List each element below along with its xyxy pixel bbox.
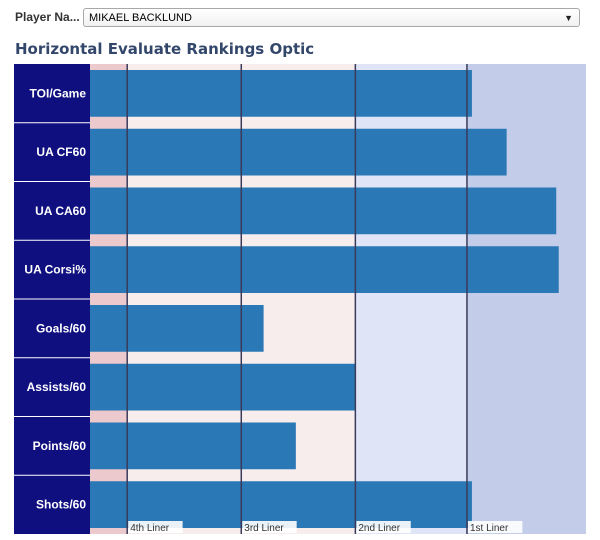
threshold-label: 1st Liner: [470, 523, 509, 534]
row-label: Goals/60: [36, 321, 86, 335]
threshold-label: 4th Liner: [130, 523, 170, 534]
bar-ua-corsi-: [90, 246, 559, 293]
bar-ua-cf60: [90, 128, 507, 176]
threshold-label-bg: [356, 521, 411, 533]
bar-ua-ca60: [90, 187, 557, 235]
threshold-label-bg: [242, 521, 297, 533]
player-filter: Player Na...: [15, 6, 83, 28]
row-label: UA Corsi%: [24, 263, 86, 277]
rankings-chart: TOI/Game UA CF60 UA CA60 UA Corsi% Goals/60 A…: [14, 64, 586, 534]
row-label: TOI/Game: [30, 86, 87, 100]
bar-points-60: [90, 422, 296, 470]
threshold-label: 2nd Liner: [358, 523, 400, 534]
player-select[interactable]: MIKAEL BACKLUND ▼: [83, 8, 580, 27]
row-label: Shots/60: [36, 498, 86, 512]
bar-toi-game: [90, 70, 472, 117]
chevron-down-icon: ▼: [564, 13, 573, 23]
threshold-label: 3rd Liner: [244, 523, 284, 534]
bar-assists-60: [90, 363, 356, 411]
threshold-label-bg: [467, 521, 523, 533]
row-label: Points/60: [33, 439, 87, 453]
chart-title: Horizontal Evaluate Rankings Optic: [15, 40, 315, 58]
bar-goals-60: [90, 305, 264, 352]
row-label: UA CA60: [35, 204, 86, 218]
row-label: UA CF60: [36, 145, 86, 159]
threshold-label-bg: [128, 521, 183, 533]
player-select-value: MIKAEL BACKLUND: [89, 11, 192, 24]
player-filter-label: Player Na...: [15, 10, 80, 24]
bar-shots-60: [90, 481, 472, 528]
row-label: Assists/60: [27, 380, 87, 394]
